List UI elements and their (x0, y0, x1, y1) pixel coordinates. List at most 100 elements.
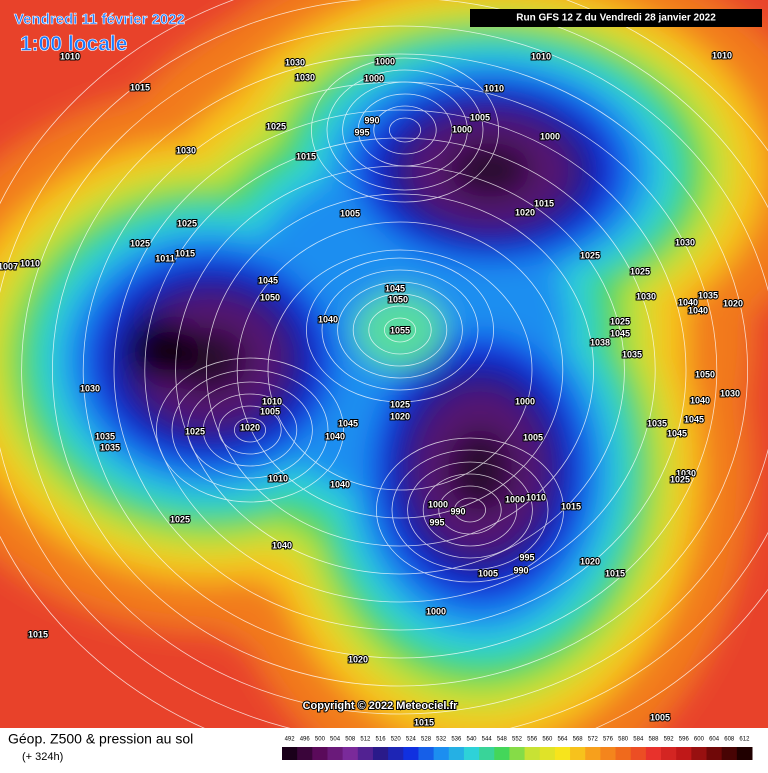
scale-label: 604 (709, 737, 720, 743)
isobar-label: 1035 (95, 431, 115, 441)
scale-label: 564 (557, 737, 568, 743)
scale-swatch (388, 747, 404, 760)
isobar-label: 1010 (484, 83, 504, 93)
isobar-label: 1015 (605, 568, 625, 578)
isobar-label: 1025 (390, 399, 410, 409)
isobar-label: 995 (519, 552, 534, 562)
scale-swatch (737, 747, 753, 760)
isobar-label: 1040 (272, 540, 292, 550)
scale-swatch (434, 747, 450, 760)
scale-swatch (600, 747, 616, 760)
scale-label: 532 (436, 737, 447, 743)
lead-time: (+ 324h) (22, 751, 63, 763)
scale-label: 596 (679, 737, 690, 743)
isobar-label: 990 (513, 565, 528, 575)
isobar-label: 1020 (515, 207, 535, 217)
field-band (448, 430, 513, 511)
scale-swatch (616, 747, 632, 760)
isobar-label: 995 (429, 517, 444, 527)
isobar-label: 1010 (268, 473, 288, 483)
isobar-label: 1015 (28, 629, 48, 639)
isobar-label: 1040 (325, 431, 345, 441)
scale-swatch (494, 747, 510, 760)
scale-swatch (661, 747, 677, 760)
isobar-label: 1030 (295, 72, 315, 82)
isobar-label: 990 (450, 506, 465, 516)
scale-label: 508 (345, 737, 356, 743)
isobar-label: 1040 (318, 314, 338, 324)
scale-swatch (343, 747, 359, 760)
isobar-label: 1005 (523, 432, 543, 442)
isobar-label: 1000 (515, 396, 535, 406)
isobar-label: 1010 (526, 492, 546, 502)
isobar-label: 1020 (348, 654, 368, 664)
scale-label: 500 (315, 737, 326, 743)
scale-label: 520 (391, 737, 402, 743)
scale-swatch (525, 747, 541, 760)
isobar-label: 1015 (175, 248, 195, 258)
isobar-label: 1025 (630, 266, 650, 276)
scale-swatch (540, 747, 556, 760)
isobar-label: 1000 (364, 73, 384, 83)
isobar-label: 1045 (258, 275, 278, 285)
isobar-label: 1000 (375, 56, 395, 66)
isobar-label: 1025 (170, 514, 190, 524)
isobar-label: 1045 (610, 328, 630, 338)
scale-swatch (646, 747, 662, 760)
isobar-label: 1000 (452, 124, 472, 134)
isobar-label: 1035 (100, 442, 120, 452)
scale-swatch (297, 747, 313, 760)
scale-swatch (403, 747, 419, 760)
scale-swatch (509, 747, 525, 760)
isobar-label: 1011 (155, 253, 175, 263)
copyright: Copyright © 2022 Meteociel.fr (303, 700, 459, 712)
isobar-label: 1015 (534, 198, 554, 208)
isobar-label: 995 (354, 127, 369, 137)
scale-swatch (418, 747, 434, 760)
scale-swatch (312, 747, 328, 760)
scale-label: 584 (633, 737, 644, 743)
scale-swatch (555, 747, 571, 760)
isobar-label: 1035 (647, 418, 667, 428)
scale-label: 492 (285, 737, 296, 743)
low-core (130, 320, 200, 380)
scale-label: 600 (694, 737, 705, 743)
isobar-label: 1030 (80, 383, 100, 393)
isobar-label: 1020 (723, 298, 743, 308)
scale-label: 524 (406, 737, 417, 743)
isobar-label: 1040 (690, 395, 710, 405)
local-time: 1:00 locale (20, 33, 127, 56)
isobar-label: 1025 (185, 426, 205, 436)
isobar-label: 1030 (675, 237, 695, 247)
isobar-label: 1030 (720, 388, 740, 398)
isobar-label: 1000 (428, 499, 448, 509)
isobar-label: 1025 (610, 316, 630, 326)
isobar-label: 1025 (177, 218, 197, 228)
isobar-label: 1007 (0, 261, 18, 271)
isobar-label: 1005 (650, 712, 670, 722)
isobar-label: 1025 (130, 238, 150, 248)
isobar-label: 990 (364, 115, 379, 125)
isobar-label: 1025 (580, 250, 600, 260)
isobar-label: 1000 (540, 131, 560, 141)
isobar-label: 1030 (636, 291, 656, 301)
isobar-label: 1005 (260, 406, 280, 416)
isobar-label: 1050 (388, 294, 408, 304)
scale-label: 556 (527, 737, 538, 743)
isobar-label: 1045 (684, 414, 704, 424)
scale-label: 544 (482, 737, 493, 743)
scale-label: 572 (588, 737, 599, 743)
footer-title: Géop. Z500 & pression au sol (8, 731, 193, 747)
scale-label: 536 (451, 737, 462, 743)
scale-swatch (479, 747, 495, 760)
isobar-label: 1015 (130, 82, 150, 92)
isobar-label: 1000 (505, 494, 525, 504)
scale-swatch (691, 747, 707, 760)
isobar-label: 1038 (590, 337, 610, 347)
isobar-label: 1010 (712, 50, 732, 60)
scale-label: 580 (618, 737, 629, 743)
isobar-label: 1010 (262, 396, 282, 406)
isobar-label: 1000 (426, 606, 446, 616)
